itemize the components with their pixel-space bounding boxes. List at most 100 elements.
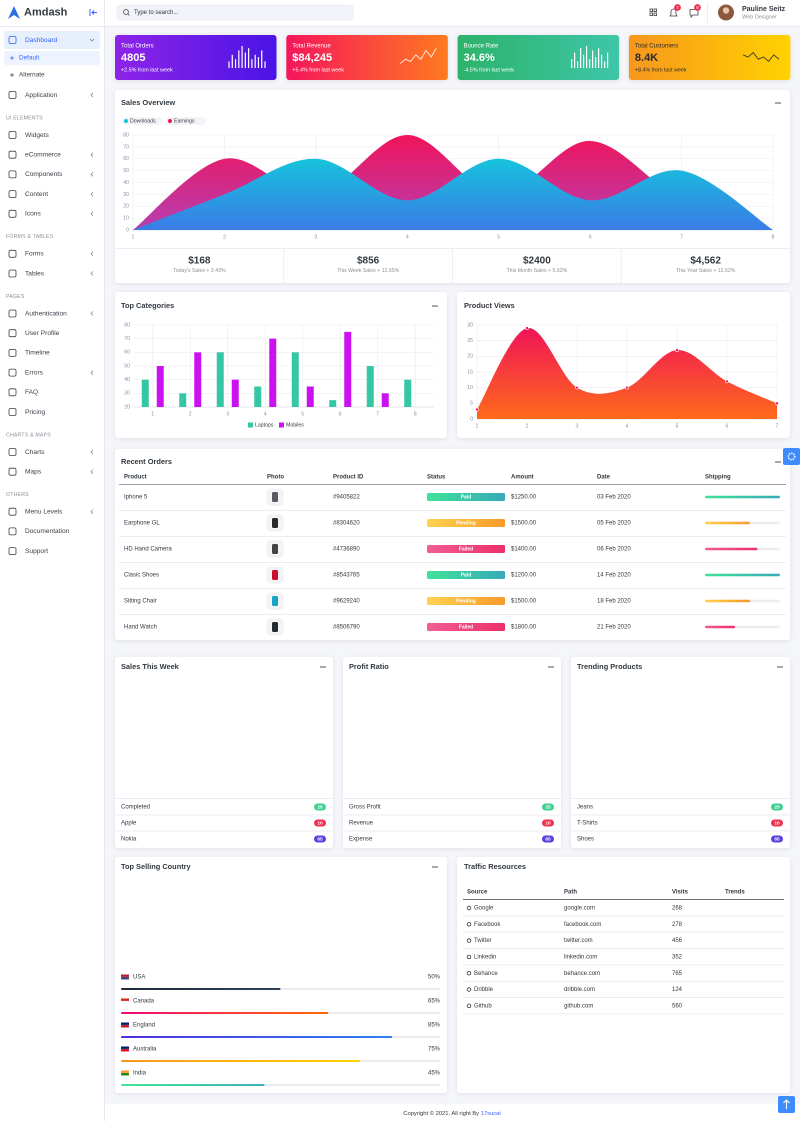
summary-change: + 5.62%: [548, 268, 568, 274]
cell-amount: $1500.00: [511, 599, 537, 605]
x-tick-label: 2: [526, 423, 529, 429]
menu-item[interactable]: FAQ: [25, 389, 38, 396]
menu-item[interactable]: Charts: [25, 449, 45, 456]
shipping-bar: [705, 521, 750, 525]
column-header: Source: [467, 890, 488, 896]
more-dot: [322, 666, 324, 668]
summary-value: $4,562: [690, 256, 721, 267]
submenu-item[interactable]: Default: [19, 55, 39, 62]
menu-item[interactable]: Tables: [25, 270, 45, 277]
x-tick-label: 5: [497, 234, 500, 240]
settings-button[interactable]: [783, 448, 800, 465]
spark-bar: [580, 48, 582, 68]
cell-product: Iphone 5: [124, 495, 148, 501]
menu-item[interactable]: Support: [25, 548, 48, 555]
stat-change: +8.4% from last week: [635, 67, 687, 73]
menu-item[interactable]: Forms: [25, 251, 44, 258]
submenu-item[interactable]: Alternate: [19, 72, 45, 79]
list-label: Nokia: [121, 837, 137, 843]
more-menu[interactable]: [548, 666, 554, 668]
more-dot: [779, 461, 781, 463]
more-menu[interactable]: [320, 666, 326, 668]
x-tick-label: 3: [226, 411, 229, 417]
menu-item[interactable]: Pricing: [25, 409, 45, 416]
menu-item[interactable]: eCommerce: [25, 151, 61, 158]
x-tick-label: 3: [576, 423, 579, 429]
menu-item[interactable]: Application: [25, 92, 58, 99]
collapse-toggle[interactable]: [89, 9, 97, 16]
menu-item[interactable]: Authentication: [25, 310, 67, 317]
legend-label: Mobiles: [286, 422, 304, 428]
more-dot: [777, 461, 779, 463]
more-menu[interactable]: [775, 461, 781, 463]
spark-bar: [261, 50, 263, 68]
more-dot: [777, 666, 779, 668]
menu-item[interactable]: Icons: [25, 211, 41, 218]
menu-item[interactable]: Dashboard: [25, 37, 58, 44]
more-menu[interactable]: [432, 305, 438, 307]
source-icon: [466, 938, 472, 943]
chevron: [90, 449, 94, 455]
menu-item[interactable]: Errors: [25, 369, 44, 376]
legend-swatch: [248, 422, 253, 428]
y-tick-label: 40: [123, 180, 129, 186]
more-menu[interactable]: [432, 866, 438, 868]
more-menu[interactable]: [775, 102, 781, 104]
notification-icon[interactable]: [669, 8, 678, 17]
menu-icon: [8, 507, 17, 516]
card: [115, 292, 447, 438]
bar: [194, 352, 202, 407]
menu-item[interactable]: Content: [25, 191, 48, 198]
stat-card: [286, 35, 448, 80]
spark-bar: [601, 54, 603, 68]
card-title: Traffic Resources: [464, 862, 526, 871]
source-name: Dribble: [474, 987, 494, 993]
menu-item[interactable]: Documentation: [25, 528, 70, 535]
menu-item[interactable]: Maps: [25, 468, 42, 475]
shipping-bar: [705, 625, 735, 629]
menu-heading: UI ELEMENTS: [6, 115, 43, 121]
column-header: Status: [427, 475, 446, 481]
search-icon: [123, 9, 129, 15]
search-box[interactable]: [116, 4, 354, 21]
menu-item[interactable]: User Profile: [25, 330, 60, 337]
footer-link[interactable]: 17sucai: [481, 1111, 501, 1117]
x-tick-label: 3: [314, 234, 317, 240]
menu-item[interactable]: Widgets: [25, 132, 50, 139]
summary-label: This Month Sales + 5.62%: [507, 268, 568, 274]
menu-item[interactable]: Components: [25, 171, 63, 178]
menu-icon: [8, 527, 17, 536]
country-name: Canada: [133, 999, 155, 1005]
more-dot: [434, 866, 436, 868]
legend-pill: [166, 117, 206, 125]
flag: [121, 1070, 129, 1073]
progress-bar: [121, 1036, 393, 1038]
product-photo-item: [272, 544, 278, 554]
summary-value: $856: [357, 256, 380, 267]
status-text: Failed: [459, 625, 473, 631]
cell-amount: $1400.00: [511, 547, 537, 553]
flag: [120, 1048, 130, 1052]
source-name: Linkedin: [474, 954, 496, 960]
x-tick-label: 5: [301, 411, 304, 417]
list-label: Completed: [121, 805, 150, 811]
more-dot: [775, 461, 777, 463]
apps-icon[interactable]: [649, 8, 657, 16]
summary-caption: This Month Sales: [507, 268, 547, 274]
source-path: twitter.com: [564, 938, 593, 944]
more-dot: [436, 305, 438, 307]
progress-bar: [121, 1084, 265, 1086]
x-tick-label: 4: [406, 234, 409, 240]
bar: [269, 338, 277, 407]
menu-heading: PAGES: [6, 294, 25, 300]
menu-item[interactable]: Timeline: [25, 350, 50, 357]
more-menu[interactable]: [777, 666, 783, 668]
menu-icon: [8, 467, 17, 476]
badge: [694, 4, 701, 11]
menu-item[interactable]: Menu Levels: [25, 508, 63, 515]
source-name: Behance: [474, 971, 498, 977]
spark-bar: [264, 61, 266, 68]
chevron: [90, 152, 94, 157]
point: [775, 401, 779, 406]
badge: [314, 819, 326, 827]
